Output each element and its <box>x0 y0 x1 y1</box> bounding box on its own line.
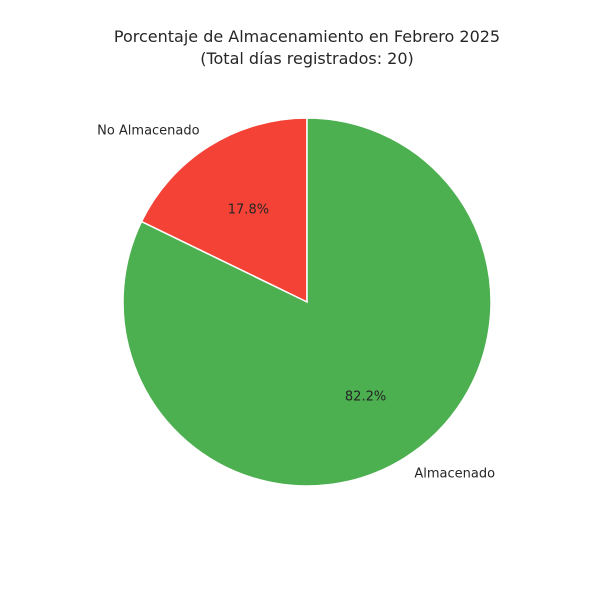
pie-slice-no-almacenado <box>140 117 308 304</box>
chart-subtitle: (Total días registrados: 20) <box>200 49 414 68</box>
slice-percent-no-almacenado: 17.8% <box>228 202 269 217</box>
pie-labels: No Almacenado 17.8% Almacenado 82.2% <box>97 123 495 481</box>
slice-label-almacenado: Almacenado <box>414 467 495 482</box>
slice-percent-almacenado: 82.2% <box>345 390 386 405</box>
pie-slice-almacenado <box>122 117 492 487</box>
pie-slices <box>122 117 492 487</box>
chart-title: Porcentaje de Almacenamiento en Febrero … <box>114 27 500 46</box>
slice-label-no-almacenado: No Almacenado <box>97 123 200 138</box>
